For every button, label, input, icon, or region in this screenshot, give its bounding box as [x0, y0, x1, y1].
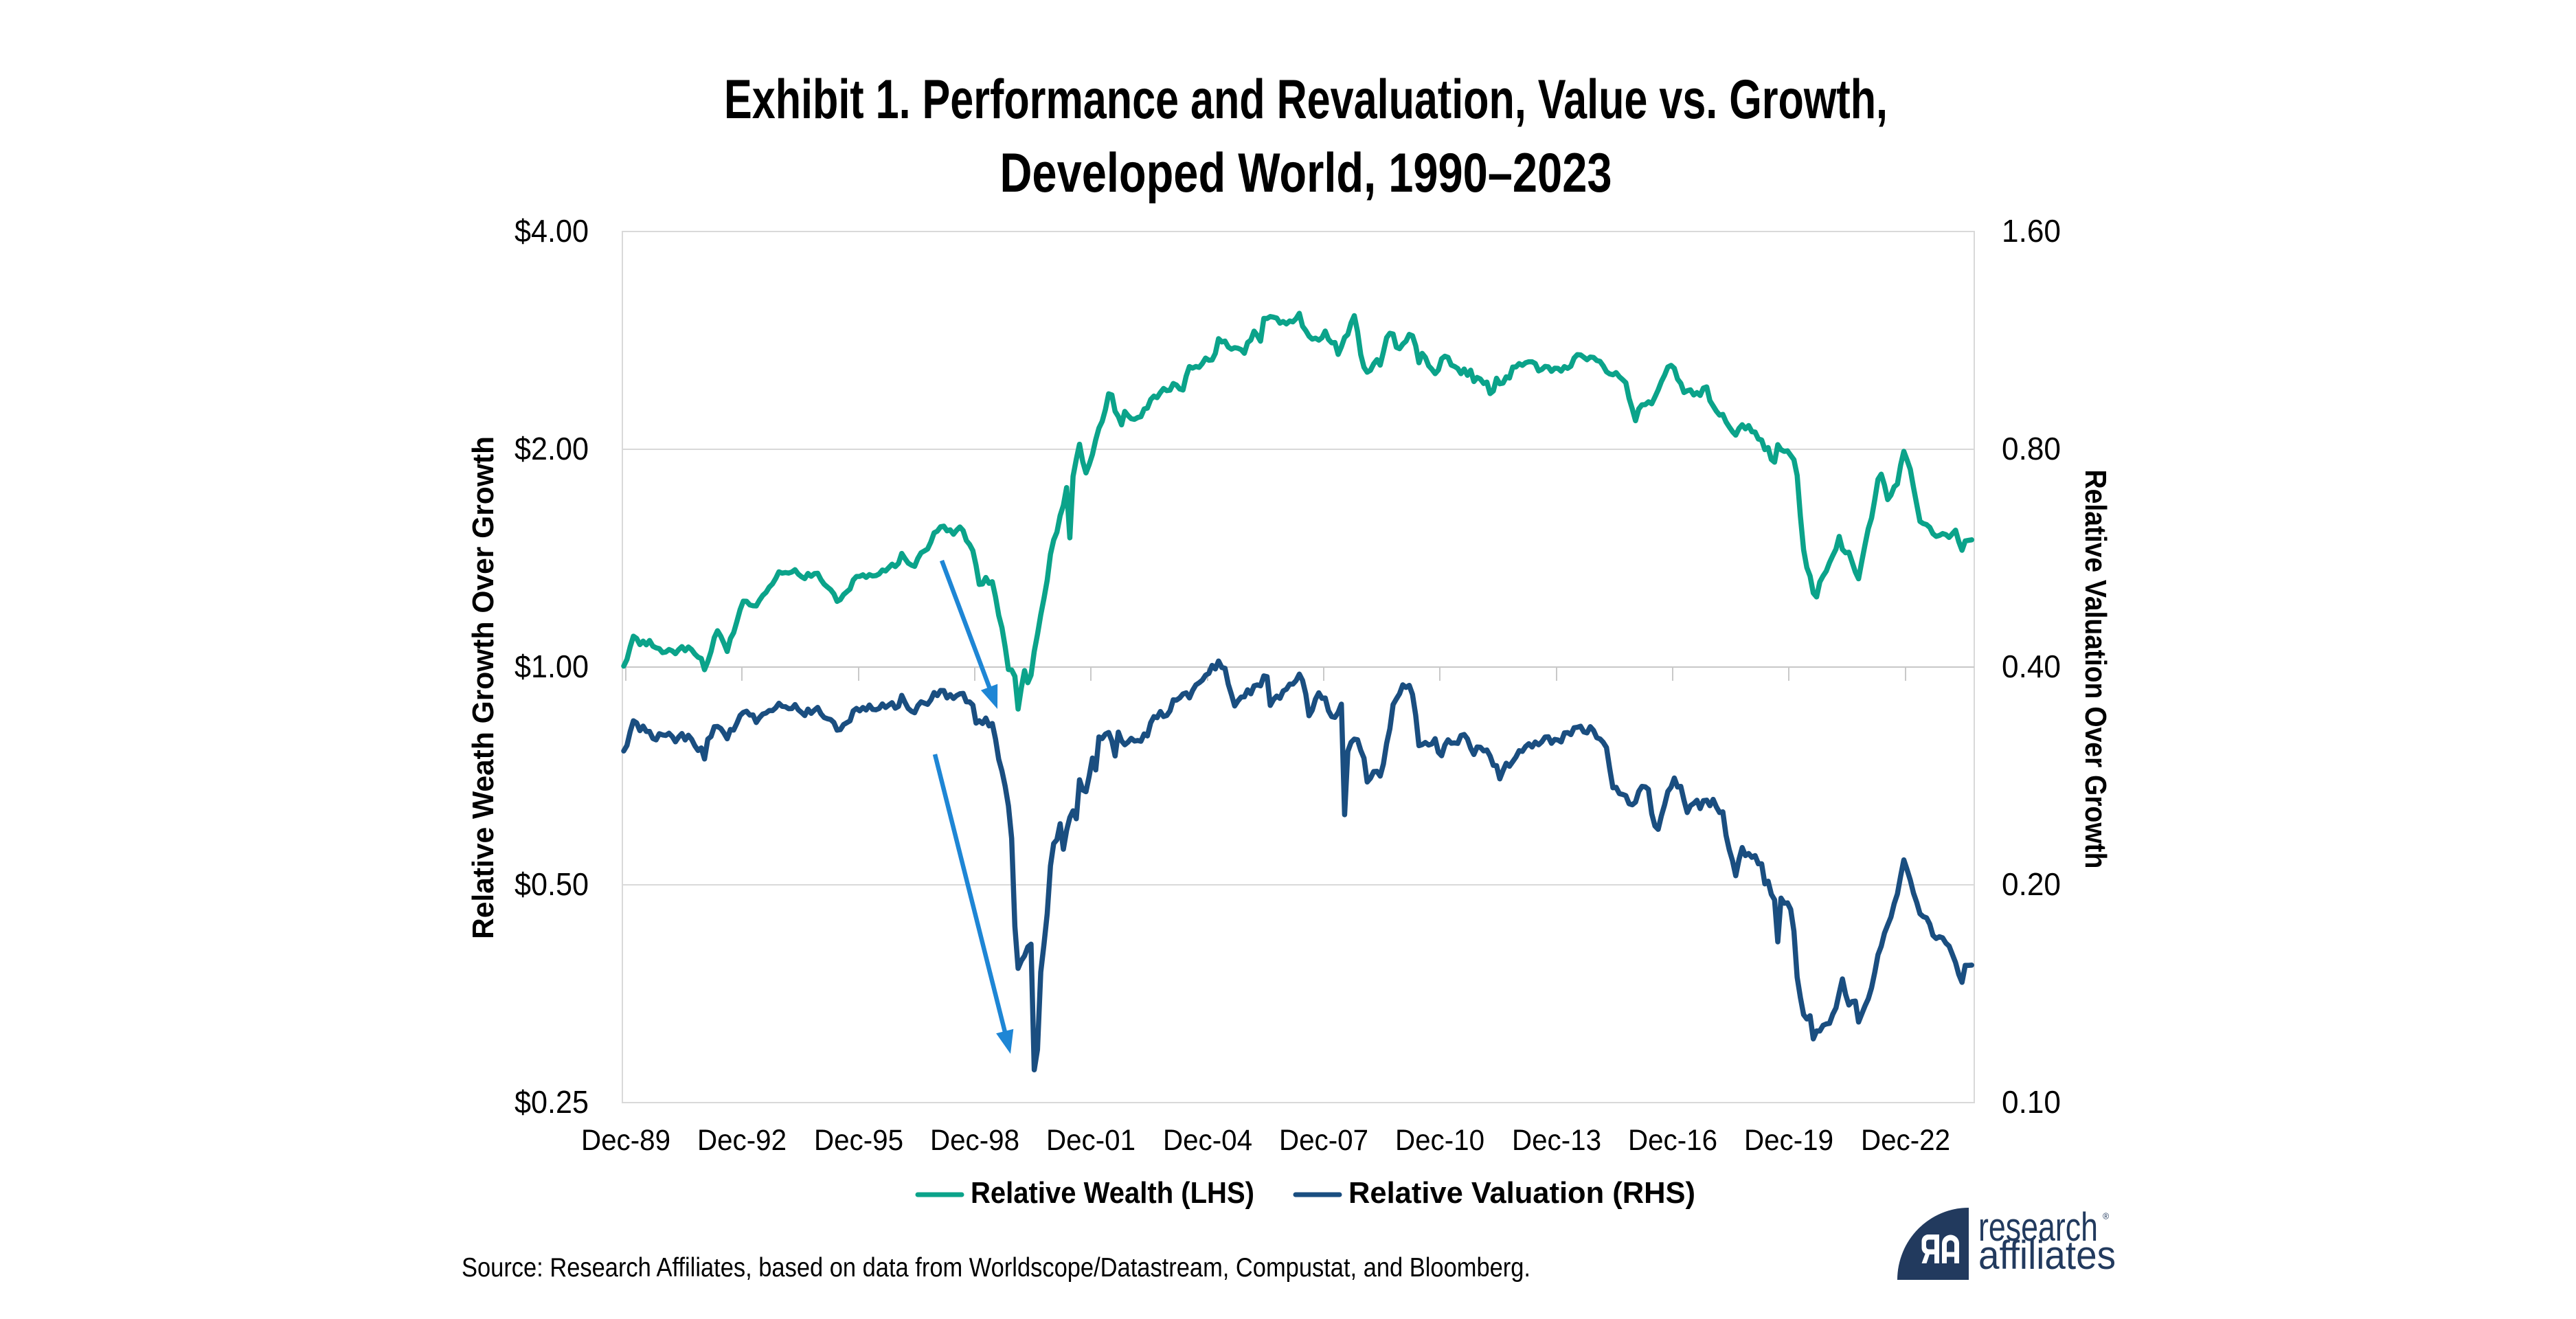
- svg-text:1.60: 1.60: [2002, 213, 2061, 249]
- svg-text:0.40: 0.40: [2002, 649, 2061, 684]
- svg-text:0.80: 0.80: [2002, 431, 2061, 466]
- svg-text:®: ®: [2103, 1212, 2110, 1221]
- svg-text:$0.50: $0.50: [515, 866, 589, 902]
- svg-text:Dec-04: Dec-04: [1163, 1124, 1252, 1157]
- svg-text:Dec-10: Dec-10: [1395, 1124, 1484, 1157]
- svg-text:Dec-19: Dec-19: [1744, 1124, 1833, 1157]
- svg-text:Exhibit 1. Performance and Rev: Exhibit 1. Performance and Revaluation, …: [724, 69, 1888, 131]
- svg-text:0.10: 0.10: [2002, 1084, 2061, 1120]
- svg-text:Dec-89: Dec-89: [581, 1124, 670, 1157]
- svg-text:research: research: [1978, 1205, 2098, 1250]
- svg-text:Dec-07: Dec-07: [1279, 1124, 1368, 1157]
- svg-text:$0.25: $0.25: [515, 1084, 589, 1120]
- svg-text:Dec-01: Dec-01: [1046, 1124, 1136, 1157]
- svg-text:$4.00: $4.00: [515, 213, 589, 249]
- svg-text:Dec-95: Dec-95: [814, 1124, 903, 1157]
- svg-text:Dec-92: Dec-92: [697, 1124, 787, 1157]
- svg-text:$2.00: $2.00: [515, 431, 589, 466]
- svg-text:affiliates: affiliates: [1978, 1233, 2116, 1278]
- svg-text:Relative Wealth (LHS): Relative Wealth (LHS): [971, 1176, 1254, 1210]
- svg-text:$1.00: $1.00: [515, 649, 589, 684]
- svg-text:Dec-98: Dec-98: [930, 1124, 1019, 1157]
- svg-text:Source: Research Affiliates, b: Source: Research Affiliates, based on da…: [462, 1253, 1530, 1283]
- svg-text:Dec-22: Dec-22: [1861, 1124, 1950, 1157]
- svg-text:0.20: 0.20: [2002, 866, 2061, 902]
- svg-text:Relative Valuation Over Growth: Relative Valuation Over Growth: [2079, 470, 2112, 869]
- svg-text:Relative Valuation (RHS): Relative Valuation (RHS): [1348, 1176, 1695, 1210]
- svg-text:Dec-13: Dec-13: [1512, 1124, 1601, 1157]
- svg-text:Dec-16: Dec-16: [1628, 1124, 1717, 1157]
- svg-text:Developed World, 1990–2023: Developed World, 1990–2023: [1000, 142, 1612, 204]
- svg-text:Relative Weath Growth Over Gro: Relative Weath Growth Over Growth: [466, 436, 500, 939]
